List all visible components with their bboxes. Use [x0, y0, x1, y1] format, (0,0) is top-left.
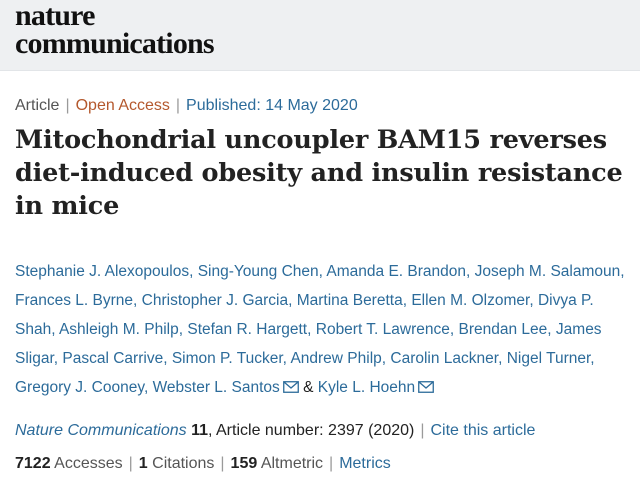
article-metrics: 7122 Accesses | 1 Citations | 159 Altmetric |…: [15, 454, 391, 474]
author-link[interactable]: Divya P. Shah: [15, 292, 594, 338]
altmetric-label: Altmetric: [260, 455, 324, 472]
journal-name[interactable]: Nature Communications: [15, 422, 187, 439]
altmetric-count: 159: [230, 455, 258, 472]
accesses-label: Accesses: [54, 455, 123, 472]
metrics-divider: |: [329, 455, 334, 472]
author-link[interactable]: Stefan R. Hargett: [187, 321, 308, 338]
citations-label: Citations: [152, 455, 215, 472]
mail-icon[interactable]: [418, 381, 435, 393]
author-list: Stephanie J. Alexopoulos, Sing-Young Che…: [15, 263, 625, 396]
author-link[interactable]: Sing-Young Chen: [197, 263, 319, 280]
published-date: Published: 14 May 2020: [186, 97, 358, 114]
citation-divider: |: [420, 422, 425, 439]
nature-communications-logo[interactable]: nature communications: [15, 0, 215, 60]
open-access-badge: Open Access: [75, 97, 170, 114]
meta-divider: |: [175, 97, 181, 114]
author-link[interactable]: Ellen M. Olzomer: [411, 292, 530, 309]
author-link[interactable]: Frances L. Byrne: [15, 292, 134, 309]
article-number: , Article number: 2397 (2020): [208, 422, 415, 439]
author-link[interactable]: Amanda E. Brandon: [326, 263, 467, 280]
masthead: nature communications: [0, 0, 640, 71]
citations-count: 1: [138, 455, 148, 472]
author-link[interactable]: Martina Beretta: [296, 292, 403, 309]
author-link[interactable]: Simon P. Tucker: [171, 350, 283, 367]
author-link[interactable]: Webster L. Santos: [152, 379, 280, 396]
author-link[interactable]: Robert T. Lawrence: [315, 321, 450, 338]
author-link[interactable]: Brendan Lee: [458, 321, 548, 338]
logo-line-2: communications: [15, 27, 215, 60]
article-type: Article: [15, 97, 60, 114]
citation-line: Nature Communications 11, Article number…: [15, 421, 535, 441]
metrics-divider: |: [128, 455, 133, 472]
logo-line-1: nature: [15, 0, 95, 32]
mail-icon[interactable]: [282, 381, 299, 393]
journal-volume: 11: [191, 422, 208, 439]
author-link[interactable]: Gregory J. Cooney: [15, 379, 144, 396]
cite-this-article-link[interactable]: Cite this article: [430, 422, 536, 439]
author-link[interactable]: Ashleigh M. Philp: [58, 321, 179, 338]
accesses-count: 7122: [15, 455, 51, 472]
author-link[interactable]: Kyle L. Hoehn: [317, 379, 416, 396]
author-link[interactable]: Andrew Philp: [290, 350, 382, 367]
author-link[interactable]: Pascal Carrive: [62, 350, 164, 367]
author-link[interactable]: Joseph M. Salamoun: [474, 263, 621, 280]
author-link[interactable]: Carolin Lackner: [390, 350, 499, 367]
article-meta: Article | Open Access | Published: 14 May 20…: [15, 96, 358, 116]
metrics-link[interactable]: Metrics: [339, 455, 391, 472]
author-link[interactable]: Nigel Turner: [506, 350, 591, 367]
author-conjunction: &: [303, 379, 314, 396]
author-link[interactable]: Stephanie J. Alexopoulos: [15, 263, 190, 280]
metrics-divider: |: [220, 455, 225, 472]
author-link[interactable]: Christopher J. Garcia: [141, 292, 289, 309]
author-link[interactable]: James Sligar: [15, 321, 602, 367]
article-title: Mitochondrial uncoupler BAM15 reverses d…: [15, 125, 623, 221]
meta-divider: |: [65, 97, 70, 114]
